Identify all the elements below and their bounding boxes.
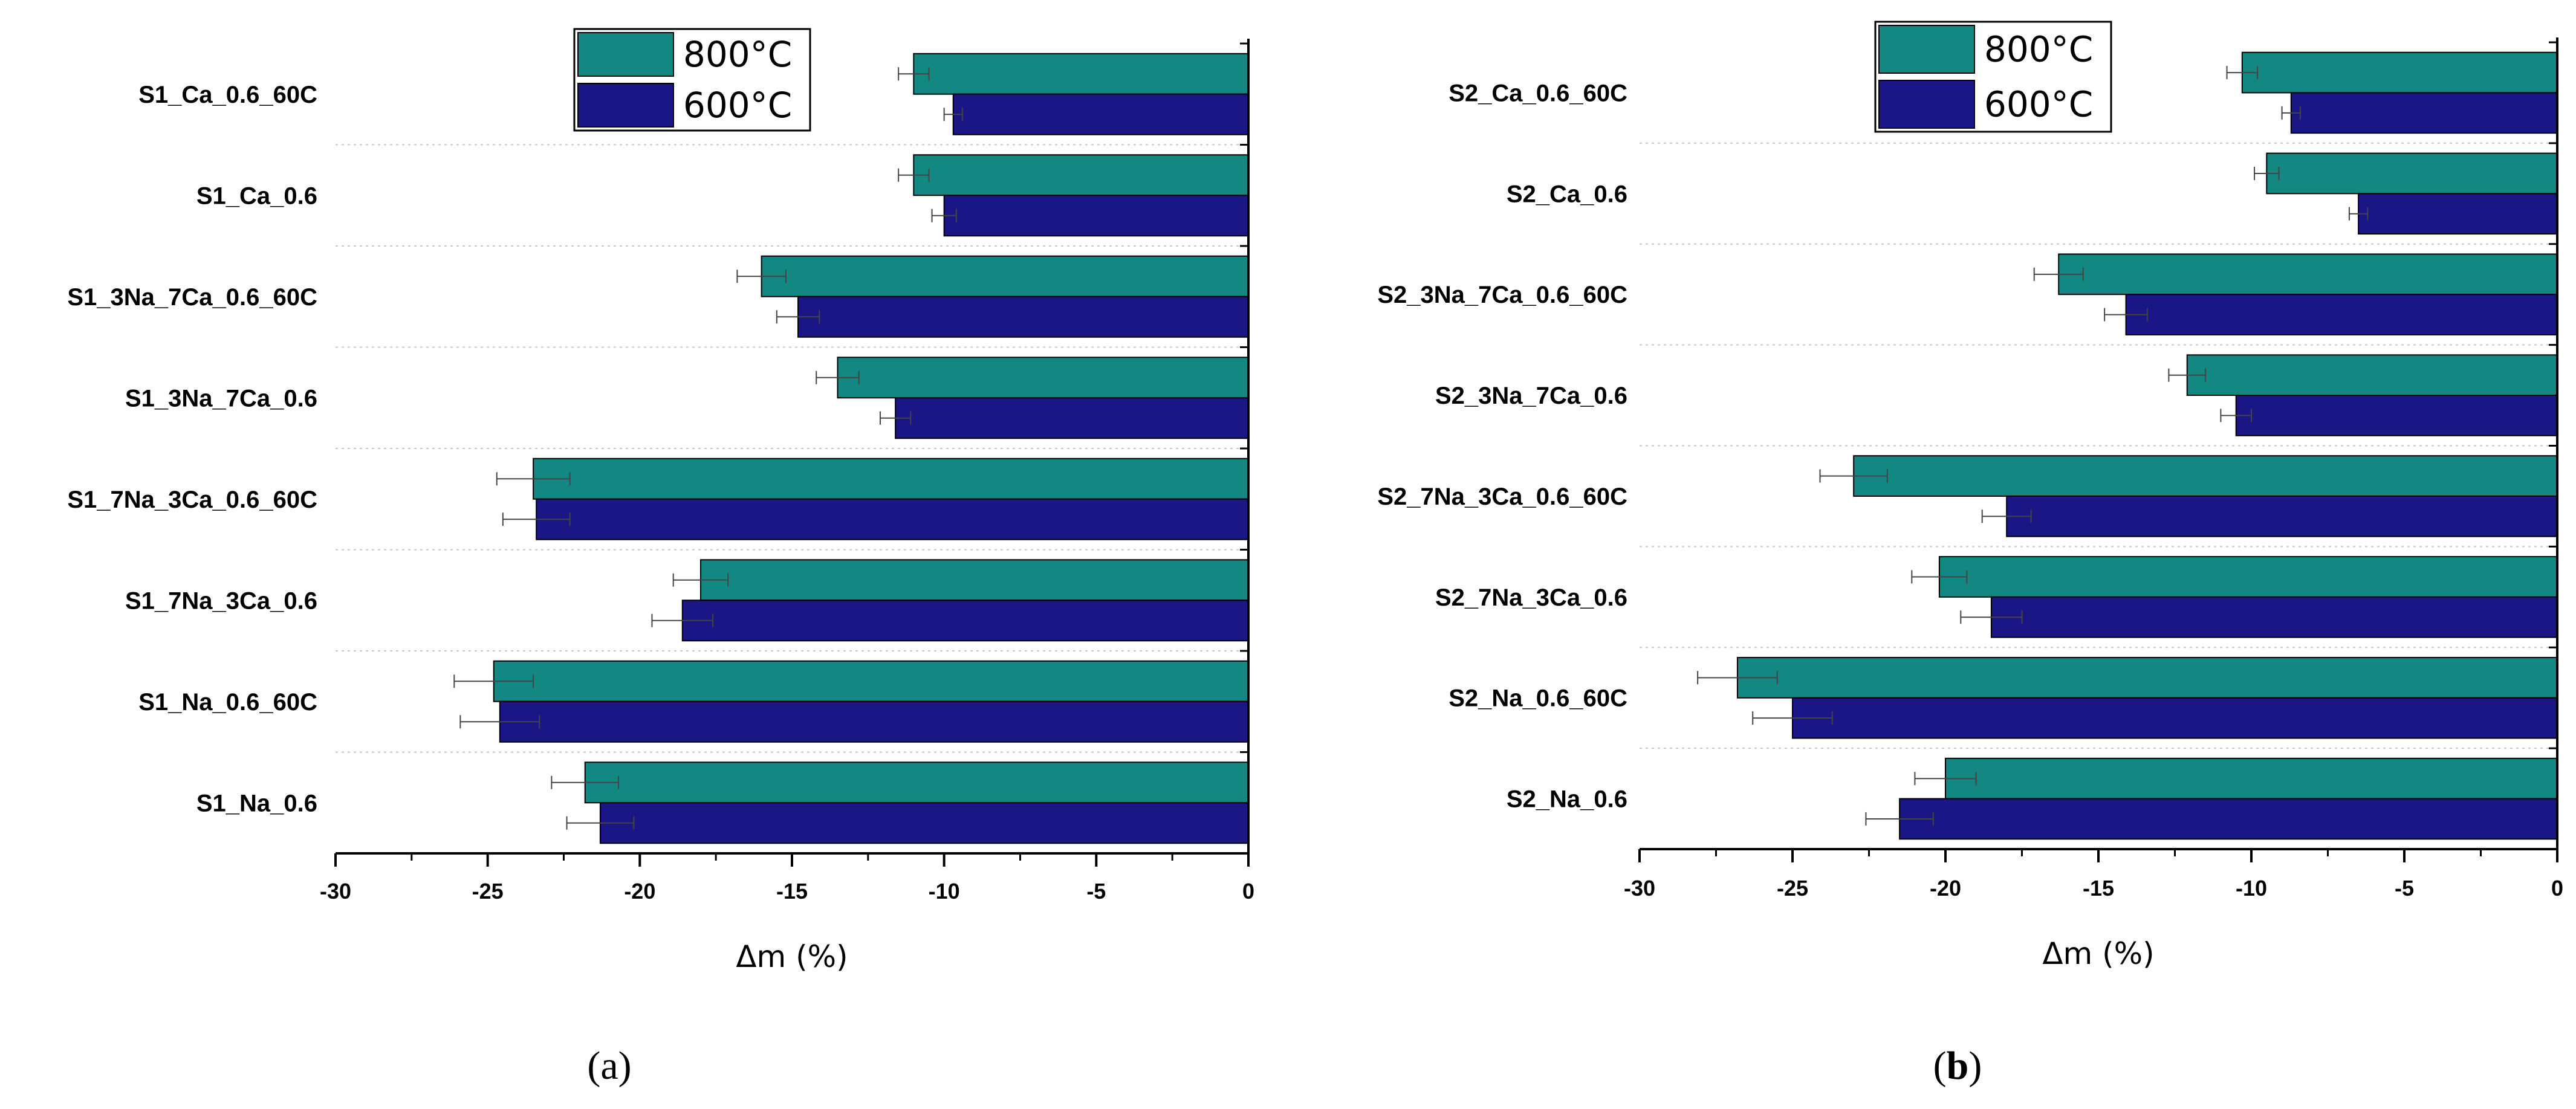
x-tick-label: -30 [1624, 876, 1655, 900]
bar-600-8 [599, 802, 1249, 844]
x-tick-label: -30 [320, 879, 351, 904]
bar-800-2 [2266, 152, 2558, 195]
category-label-3: S1_3Na_7Ca_0.6_60C [67, 284, 317, 311]
legend-label-600: 600°C [1984, 84, 2093, 125]
bar-600-4 [895, 397, 1249, 439]
x-tick-label: 0 [1242, 879, 1254, 904]
bar-600-8 [1899, 798, 2558, 840]
x-tick-label: -10 [929, 879, 960, 904]
x-tick-label: -20 [624, 879, 655, 904]
legend-swatch-600 [1878, 80, 1975, 129]
category-label-7: S2_Na_0.6_60C [1449, 685, 1627, 712]
bar-800-4 [837, 357, 1249, 399]
x-tick-label: -5 [1086, 879, 1106, 904]
bar-600-2 [2358, 193, 2558, 235]
legend-label-800: 800°C [1984, 29, 2093, 70]
bar-800-4 [2186, 354, 2558, 396]
bar-800-5 [533, 458, 1250, 500]
bar-600-7 [499, 700, 1249, 743]
category-label-8: S1_Na_0.6 [196, 790, 317, 816]
x-tick-label: -25 [1777, 876, 1808, 900]
x-tick-label: -10 [2236, 876, 2267, 900]
bar-800-7 [1736, 656, 2558, 699]
x-axis-title: Δm (%) [736, 939, 848, 974]
legend: 800°C 600°C [573, 28, 811, 132]
category-label-1: S1_Ca_0.6_60C [138, 82, 317, 108]
x-tick-label: -25 [472, 879, 504, 904]
bar-800-8 [1945, 757, 2558, 800]
bar-600-5 [536, 498, 1250, 540]
x-tick-label: -15 [2083, 876, 2114, 900]
chart-panel-a: S1_Ca_0.6_60C S1_Ca_0.6 S1_3Na_7Ca_0.6_60C… [67, 28, 1254, 1088]
x-axis-title: Δm (%) [2042, 936, 2154, 971]
bar-800-5 [1853, 455, 2558, 497]
legend-swatch-600 [577, 83, 674, 128]
bar-600-1 [952, 93, 1250, 135]
category-label-1: S2_Ca_0.6_60C [1449, 80, 1627, 106]
bar-600-3 [2125, 294, 2558, 335]
chart-panel-b: S2_Ca_0.6_60C S2_Ca_0.6 S2_3Na_7Ca_0.6_60C… [1377, 21, 2563, 1088]
category-label-3: S2_3Na_7Ca_0.6_60C [1377, 282, 1627, 308]
bar-800-1 [913, 53, 1250, 95]
category-label-2: S2_Ca_0.6 [1507, 181, 1627, 207]
bar-800-3 [761, 255, 1249, 297]
bar-800-1 [2241, 51, 2558, 94]
bar-800-2 [913, 154, 1250, 196]
legend-swatch-800 [1878, 25, 1975, 74]
panel-label: (b) [1933, 1044, 1982, 1088]
panel-letter: b [1947, 1044, 1969, 1088]
legend: 800°C 600°C [1874, 21, 2112, 133]
bar-800-6 [700, 559, 1249, 601]
bar-600-7 [1792, 697, 2558, 739]
panel-letter: a [600, 1044, 618, 1088]
bar-600-5 [2006, 495, 2558, 537]
x-tick-label: -20 [1930, 876, 1961, 900]
bar-800-7 [493, 660, 1250, 702]
x-tick-label: -15 [776, 879, 808, 904]
bar-800-3 [2058, 253, 2558, 296]
category-label-5: S2_7Na_3Ca_0.6_60C [1377, 483, 1627, 510]
bar-600-2 [943, 195, 1249, 237]
bar-800-8 [584, 761, 1250, 804]
category-label-7: S1_Na_0.6_60C [138, 689, 317, 716]
category-label-2: S1_Ca_0.6 [196, 183, 317, 209]
category-label-4: S2_3Na_7Ca_0.6 [1435, 383, 1627, 409]
bar-600-3 [797, 296, 1249, 338]
category-label-8: S2_Na_0.6 [1507, 786, 1627, 813]
legend-label-600: 600°C [683, 85, 792, 126]
bar-600-4 [2235, 395, 2558, 436]
bar-600-1 [2290, 92, 2558, 134]
category-label-5: S1_7Na_3Ca_0.6_60C [67, 487, 317, 513]
category-label-6: S1_7Na_3Ca_0.6 [125, 587, 317, 614]
legend-label-800: 800°C [683, 34, 792, 75]
category-label-6: S2_7Na_3Ca_0.6 [1435, 584, 1627, 611]
panel-label: (a) [587, 1044, 631, 1088]
bar-600-6 [681, 600, 1250, 642]
bar-600-6 [1990, 596, 2558, 638]
category-label-4: S1_3Na_7Ca_0.6 [125, 385, 317, 412]
x-tick-label: 0 [2551, 876, 2563, 900]
x-tick-label: -5 [2395, 876, 2414, 900]
legend-swatch-800 [577, 32, 674, 77]
bar-800-6 [1938, 556, 2558, 598]
